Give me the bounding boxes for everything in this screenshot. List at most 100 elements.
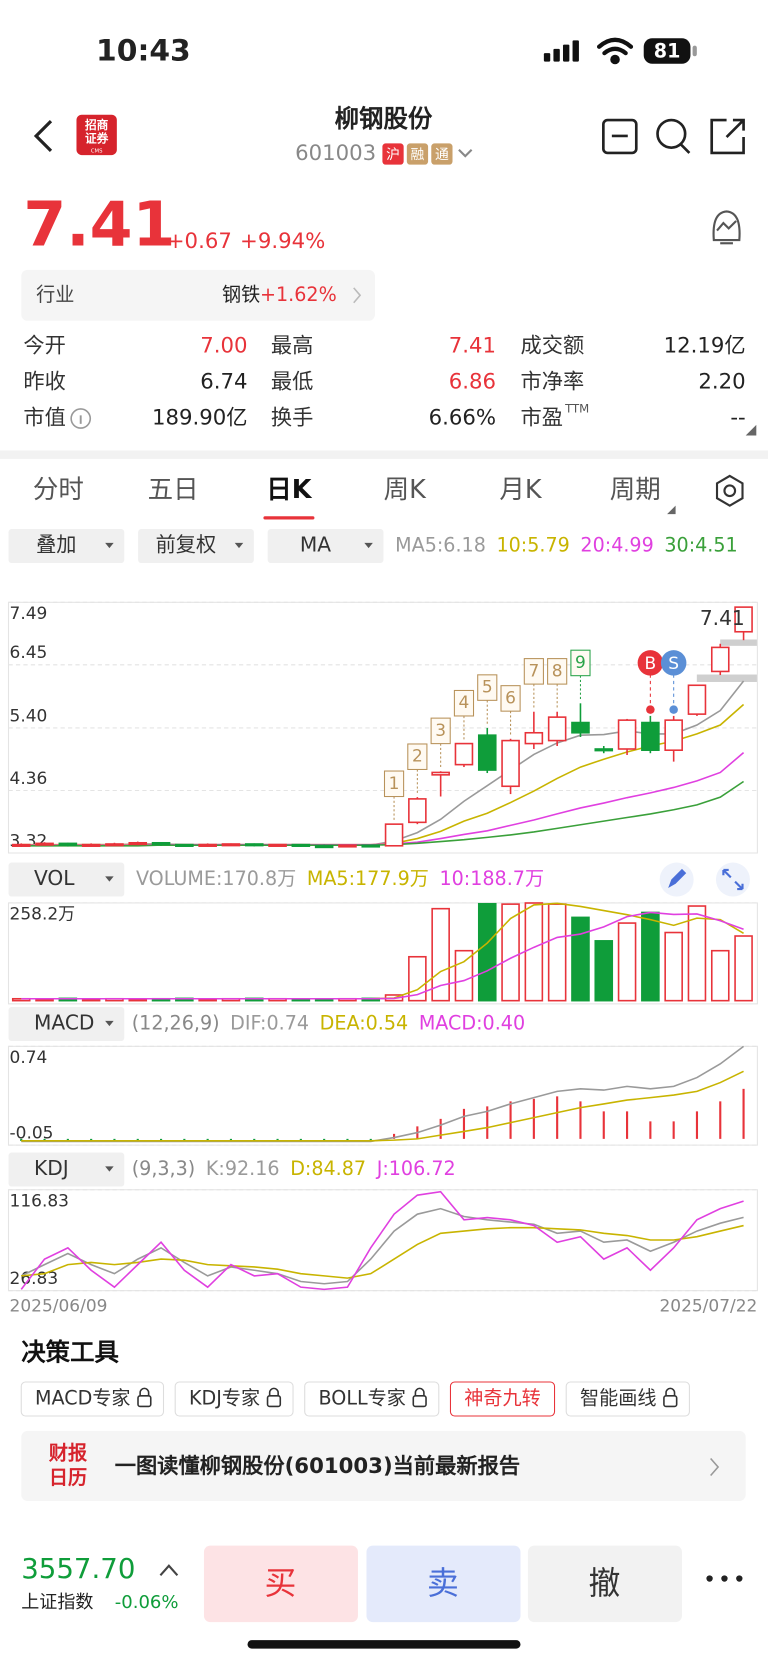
indicator-line	[21, 911, 744, 1000]
volume-bar	[687, 905, 707, 1002]
candle-body	[384, 823, 404, 847]
toolbar-button[interactable]	[267, 529, 384, 564]
settings-icon[interactable]	[715, 474, 744, 507]
indicator-selector[interactable]	[8, 1007, 125, 1042]
dropdown-arrow	[105, 542, 114, 549]
volume-bar	[571, 916, 590, 1002]
share-icon[interactable]	[710, 118, 745, 155]
chevron	[353, 287, 362, 304]
tool-chip[interactable]	[304, 1381, 440, 1417]
candle-body	[617, 719, 637, 750]
candle-body	[244, 843, 264, 847]
report-banner[interactable]	[21, 1430, 746, 1501]
toolbar-button[interactable]	[8, 529, 125, 564]
info-icon[interactable]	[70, 408, 92, 429]
section-title: 决策工具	[21, 1337, 119, 1366]
candle-body	[11, 843, 31, 847]
dropdown-arrow	[105, 876, 114, 882]
industry-box[interactable]	[21, 269, 375, 321]
status-time: 10:43	[96, 34, 191, 69]
tool-chip[interactable]	[20, 1381, 165, 1417]
dropdown-arrow	[105, 1166, 114, 1172]
candle-body	[710, 646, 730, 673]
legend-text: 4.99	[611, 534, 654, 557]
trade-button[interactable]	[527, 1545, 682, 1623]
candle-body	[291, 843, 311, 847]
trade-button[interactable]	[366, 1545, 521, 1623]
industry-label: 行业	[36, 283, 74, 306]
battery-level: 81	[654, 40, 681, 63]
indicator-selector[interactable]	[8, 862, 125, 897]
volume-bar	[477, 902, 497, 1002]
y-tick-label: 0.74	[10, 1048, 48, 1068]
nine-turn-box	[407, 743, 428, 771]
tool-chip[interactable]	[174, 1381, 294, 1417]
stat-label: 昨收	[23, 369, 65, 394]
stat-label: 换手	[271, 406, 313, 431]
volume-bar	[734, 935, 753, 1002]
volume-bar	[594, 940, 614, 1002]
price-change-pct: +9.94%	[240, 229, 325, 254]
lock-icon	[414, 1387, 425, 1396]
report-logo: 日历	[49, 1466, 87, 1489]
candle-body	[105, 843, 124, 847]
signal-badge	[637, 650, 664, 676]
indicator-selector-text: MACD	[34, 1011, 94, 1035]
volume-bar	[431, 907, 450, 1002]
candle-body	[221, 843, 241, 847]
more-dot	[736, 1575, 743, 1582]
stat-value: 7.00	[200, 333, 247, 358]
signal-dot	[669, 705, 678, 714]
tool-chip[interactable]	[449, 1381, 556, 1417]
alert-icon[interactable]	[712, 210, 741, 245]
home-indicator	[247, 1640, 521, 1649]
price-change: +0.67	[167, 229, 232, 254]
indicator-line	[21, 1070, 744, 1142]
separator	[0, 450, 768, 459]
y-tick-label: 7.49	[10, 604, 48, 624]
candle-body	[314, 844, 334, 849]
toolbar-button[interactable]	[138, 529, 254, 564]
stat-value: 189.90亿	[152, 406, 248, 431]
legend-text: (9,3,3)	[132, 1157, 196, 1180]
level-bar	[696, 674, 758, 682]
battery	[643, 38, 691, 64]
legend-text: 30:	[664, 534, 695, 557]
search-icon[interactable]	[656, 118, 691, 154]
badge-text: 融	[411, 147, 425, 163]
volume-bar	[617, 922, 637, 1002]
chart-panel	[7, 1045, 758, 1146]
lock-icon	[665, 1387, 676, 1396]
candle-body	[571, 721, 590, 734]
stat-label: 最低	[271, 369, 313, 394]
legend-text: 84.87	[311, 1157, 366, 1180]
volume-bar	[547, 903, 567, 1002]
trade-button[interactable]	[203, 1545, 358, 1623]
indicator-selector[interactable]	[8, 1152, 125, 1187]
tool-chip[interactable]	[565, 1381, 690, 1417]
lock-icon	[663, 1395, 678, 1408]
legend-text: 188.7万	[470, 867, 544, 890]
legend-text: 92.16	[225, 1157, 280, 1180]
minus-icon[interactable]	[602, 118, 638, 155]
x-tick-label: 2025/07/22	[659, 1297, 757, 1317]
signal-label: B	[645, 654, 657, 674]
code-dropdown[interactable]	[458, 149, 473, 158]
more-dot	[706, 1575, 713, 1582]
nine-turn-box	[570, 649, 591, 677]
legend-text: J:	[376, 1157, 389, 1180]
tab: 日K	[266, 475, 312, 505]
fullscreen-icon[interactable]	[715, 862, 750, 897]
wifi-icon	[596, 37, 634, 65]
back-button[interactable]	[33, 119, 53, 152]
battery-tip	[692, 45, 697, 57]
stat-value: 6.86	[449, 369, 496, 394]
candle-body	[151, 841, 171, 846]
index-name: 上证指数	[21, 1592, 93, 1613]
candle-body	[641, 721, 660, 751]
draw-icon[interactable]	[659, 862, 694, 897]
legend-text: MACD:	[419, 1012, 483, 1035]
